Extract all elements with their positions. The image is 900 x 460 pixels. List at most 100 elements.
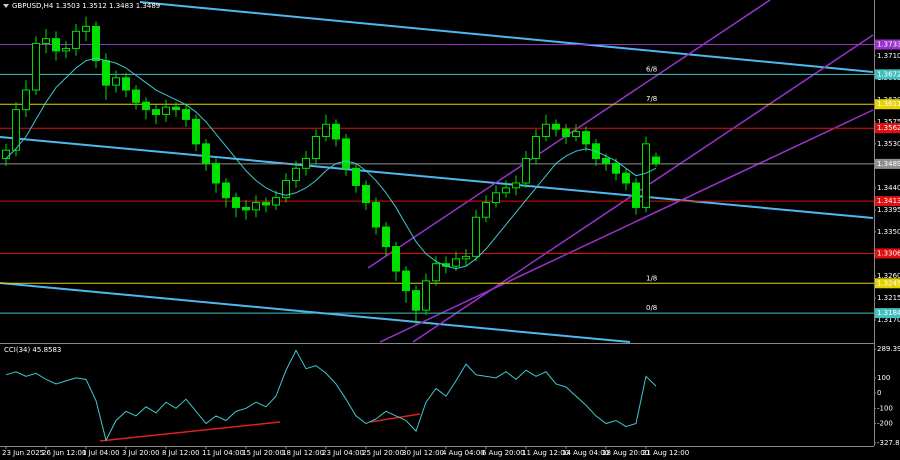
y-tick-label: -200 — [877, 420, 893, 428]
trend-line — [0, 136, 874, 219]
candle-body — [332, 123, 340, 140]
level-box — [875, 99, 900, 110]
candle-body — [242, 206, 250, 211]
candle-body — [552, 123, 560, 130]
x-tick-label: 26 Jun 12:00 — [42, 449, 86, 457]
candle-body — [182, 109, 190, 120]
candle-body — [372, 202, 380, 228]
y-tick-label: 1.3440 — [877, 184, 900, 192]
candle-body — [32, 43, 40, 91]
candle-body — [272, 197, 280, 206]
y-tick-label: 100 — [877, 374, 890, 382]
x-tick-label: 25 Jul 20:00 — [362, 449, 404, 457]
candle-body — [262, 202, 270, 206]
candle-body — [62, 47, 70, 52]
candle-body — [482, 202, 490, 218]
level-value: 1.3245 — [877, 279, 900, 287]
y-tick-label: 1.3710 — [877, 52, 900, 60]
channel-line — [379, 109, 874, 343]
candle-body — [82, 25, 90, 32]
candle-body — [402, 270, 410, 292]
level-value: 1.3611 — [877, 100, 900, 108]
x-tick-label: 21 Aug 12:00 — [642, 449, 689, 457]
candle-body — [212, 162, 220, 184]
candle-body — [302, 158, 310, 169]
candle-body — [92, 25, 100, 62]
candle-body — [362, 184, 370, 204]
level-box — [875, 69, 900, 80]
y-tick-label: 1.3395 — [877, 206, 900, 214]
candle-body — [602, 158, 610, 164]
candle-body — [642, 143, 650, 208]
candle-body — [72, 30, 80, 49]
trend-line — [0, 282, 631, 343]
level-value: 1.3489 — [877, 160, 900, 168]
symbol-icon — [3, 4, 9, 8]
level-box — [875, 308, 900, 319]
trend-line — [139, 1, 874, 73]
candle-body — [492, 192, 500, 204]
chart-title: GBPUSD,H4 1.3503 1.3512 1.3483 1.3489 — [12, 2, 160, 10]
x-tick-label: 11 Jul 04:00 — [202, 449, 244, 457]
level-box — [875, 278, 900, 289]
y-tick-label: -100 — [877, 404, 893, 412]
candle-body — [652, 156, 660, 165]
candle-body — [202, 143, 210, 164]
level-value: 1.3413 — [877, 197, 900, 205]
candle-body — [462, 255, 470, 260]
candle-body — [282, 180, 290, 199]
y-tick-label: -327.8324 — [877, 439, 900, 447]
x-tick-label: 18 Aug 20:00 — [602, 449, 649, 457]
candle-body — [622, 172, 630, 184]
x-tick-label: 6 Aug 20:00 — [482, 449, 525, 457]
y-tick-label: 289.3969 — [877, 345, 900, 353]
candle-body — [52, 38, 60, 52]
x-tick-label: 4 Aug 04:00 — [442, 449, 485, 457]
y-tick-label: 1.3350 — [877, 228, 900, 236]
candle-body — [102, 60, 110, 86]
level-box — [875, 123, 900, 134]
candle-body — [382, 226, 390, 248]
candle-body — [152, 109, 160, 115]
x-tick-label: 23 Jun 2025 — [2, 449, 44, 457]
candle-body — [292, 167, 300, 182]
level-box — [875, 158, 900, 169]
level-box — [875, 39, 900, 50]
candle-body — [122, 77, 130, 91]
y-tick-label: 1.3575 — [877, 118, 900, 126]
x-tick-label: 23 Jul 04:00 — [322, 449, 364, 457]
level-tag: 6/8 — [646, 65, 657, 73]
candle-body — [392, 246, 400, 272]
candle-body — [222, 182, 230, 199]
candle-body — [432, 263, 440, 282]
candle-body — [472, 216, 480, 257]
y-tick-label: 0 — [877, 389, 881, 397]
level-box — [875, 248, 900, 259]
level-value: 1.3672 — [877, 70, 900, 78]
candle-body — [192, 118, 200, 145]
candle-body — [312, 136, 320, 160]
candle-body — [142, 101, 150, 111]
level-tag: 7/8 — [646, 95, 657, 103]
divergence-line — [369, 413, 421, 423]
indicator-line — [5, 349, 657, 442]
moving-average — [5, 57, 657, 270]
candle-body — [132, 89, 140, 103]
candle-body — [502, 187, 510, 194]
candle-body — [512, 182, 520, 189]
candle-body — [322, 123, 330, 138]
y-tick-label: 1.3215 — [877, 294, 900, 302]
x-tick-label: 8 Jul 12:00 — [162, 449, 200, 457]
candle-body — [12, 109, 20, 151]
level-box — [875, 196, 900, 207]
x-tick-label: 15 Jul 20:00 — [242, 449, 284, 457]
x-tick-label: 1 Jul 04:00 — [82, 449, 120, 457]
candle-body — [582, 131, 590, 145]
level-value: 1.3562 — [877, 124, 900, 132]
level-value: 1.3733 — [877, 41, 900, 49]
divergence-line — [99, 421, 281, 442]
x-tick-label: 11 Aug 12:00 — [522, 449, 569, 457]
